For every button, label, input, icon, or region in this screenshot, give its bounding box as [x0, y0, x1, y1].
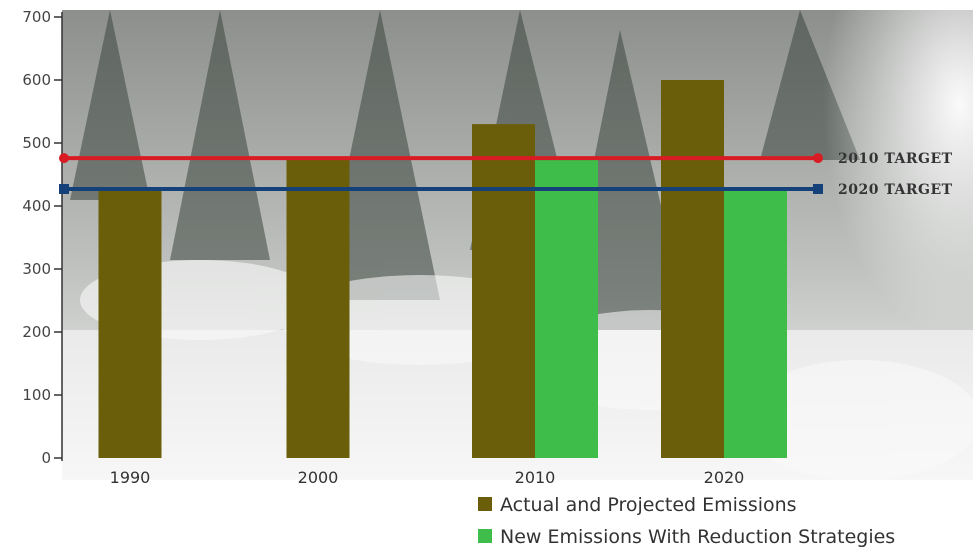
x-tick-label: 1990 — [110, 468, 151, 487]
y-tick-label: 700 — [22, 8, 51, 26]
x-tick-label: 2020 — [704, 468, 745, 487]
bar-actual-1990 — [98, 188, 162, 459]
legend-label: New Emissions With Reduction Strategies — [500, 526, 895, 548]
x-tick-label: 2010 — [515, 468, 556, 487]
legend-swatch — [478, 497, 492, 511]
y-tick-label: 100 — [22, 386, 51, 404]
y-tick-label: 400 — [22, 197, 51, 215]
target-marker-end — [813, 183, 823, 194]
y-tick-label: 0 — [41, 449, 51, 467]
x-tick-label: 2000 — [298, 468, 339, 487]
target-marker-start — [59, 183, 69, 194]
y-tick-label: 300 — [22, 260, 51, 278]
bar-reduction-2010 — [535, 158, 598, 458]
legend-swatch — [478, 529, 492, 543]
bar-reduction-2020 — [724, 188, 787, 459]
bar-actual-2000 — [286, 158, 350, 458]
legend-label: Actual and Projected Emissions — [500, 494, 797, 516]
y-tick-label: 500 — [22, 134, 51, 152]
bar-actual-2020 — [661, 80, 724, 458]
target-marker-start — [59, 153, 69, 164]
bar-actual-2010 — [472, 124, 535, 458]
y-tick-label: 200 — [22, 323, 51, 341]
target-marker-end — [813, 153, 823, 164]
target-label: 2020 TARGET — [838, 182, 953, 198]
y-tick-label: 600 — [22, 71, 51, 89]
target-label: 2010 TARGET — [838, 151, 953, 167]
